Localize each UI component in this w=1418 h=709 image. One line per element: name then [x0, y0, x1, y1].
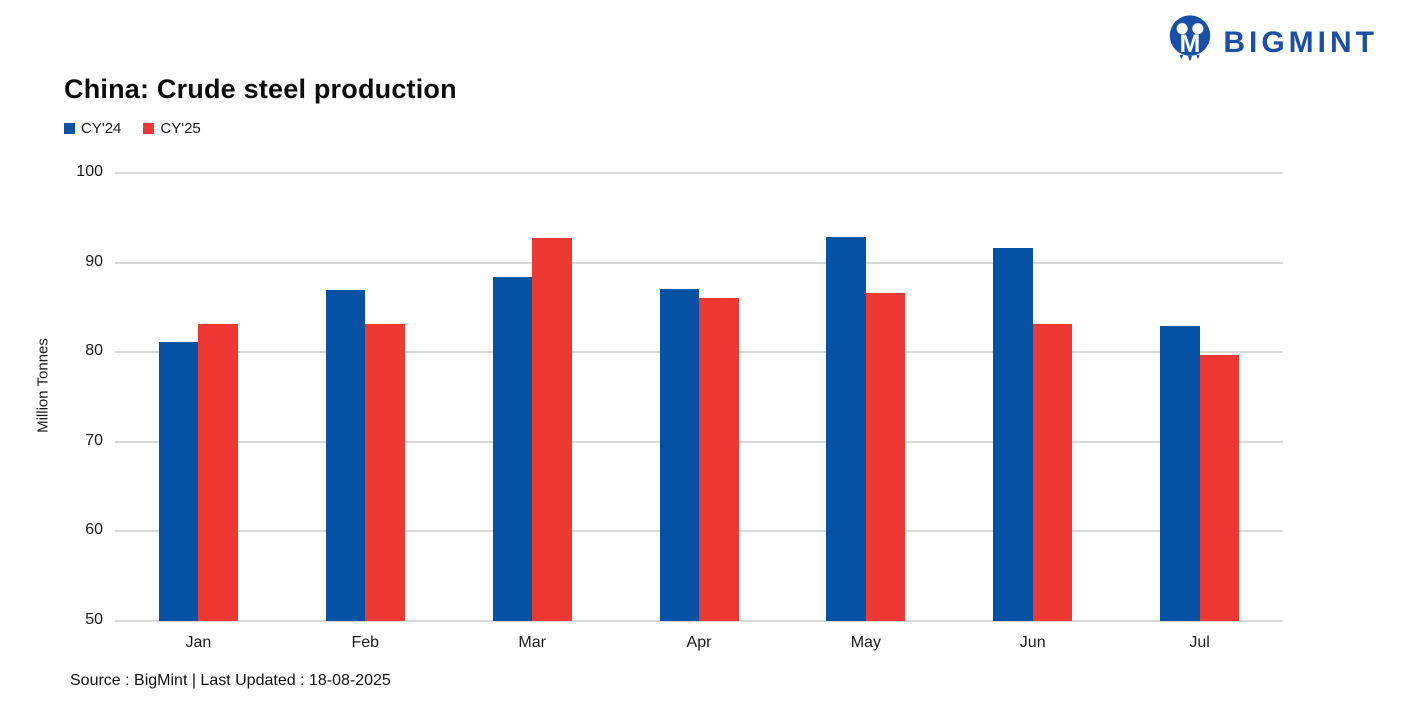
bar-feb-cy25 [365, 324, 405, 621]
bigmint-logo-icon: M [1167, 14, 1213, 70]
gridline [115, 620, 1283, 622]
bar-jan-cy25 [198, 323, 238, 621]
chart-title: China: Crude steel production [64, 74, 457, 104]
legend-marker [64, 123, 75, 134]
y-tick-label: 60 [85, 521, 103, 539]
gridline [115, 261, 1283, 264]
x-tick-label: Jun [1019, 634, 1046, 651]
bar-feb-cy24 [325, 290, 366, 621]
bar-jul-cy25 [1199, 354, 1240, 621]
y-tick-label: 100 [76, 163, 103, 180]
y-tick-label: 70 [85, 431, 103, 449]
legend-label: CY'24 [81, 120, 122, 137]
y-tick-label: 80 [85, 342, 103, 360]
bar-jul-cy24 [1160, 326, 1200, 621]
gridline [115, 172, 1283, 174]
bar-may-cy25 [865, 293, 906, 621]
bar-apr-cy25 [699, 298, 739, 621]
x-tick-label: Mar [518, 634, 546, 651]
brand-logo: M BIGMINT [1167, 14, 1378, 70]
legend-label: CY'25 [160, 120, 201, 137]
x-tick-label: Jan [185, 634, 212, 651]
bar-may-cy24 [826, 236, 866, 621]
x-tick-label: May [850, 634, 881, 651]
chart-legend: CY'24 CY'25 [64, 120, 201, 137]
x-tick-label: Feb [351, 634, 380, 651]
bar-jun-cy25 [1032, 323, 1073, 621]
bar-mar-cy24 [492, 276, 533, 621]
y-tick-label: 90 [85, 252, 103, 270]
y-tick-label: 50 [85, 611, 103, 628]
y-axis-title: Million Tonnes [34, 338, 52, 433]
bar-jan-cy24 [158, 342, 199, 621]
bar-jun-cy24 [993, 248, 1033, 621]
x-tick-label: Apr [686, 634, 712, 651]
legend-marker [143, 123, 155, 134]
source-note: Source : BigMint | Last Updated : 18-08-… [70, 672, 391, 689]
bar-mar-cy25 [532, 237, 572, 621]
brand-name: BIGMINT [1223, 26, 1378, 59]
legend-item-cy24: CY'24 [64, 120, 121, 137]
svg-text:M: M [1180, 31, 1201, 58]
legend-item-cy25: CY'25 [143, 120, 201, 137]
bar-apr-cy24 [659, 288, 699, 621]
x-tick-label: Jul [1189, 634, 1210, 651]
